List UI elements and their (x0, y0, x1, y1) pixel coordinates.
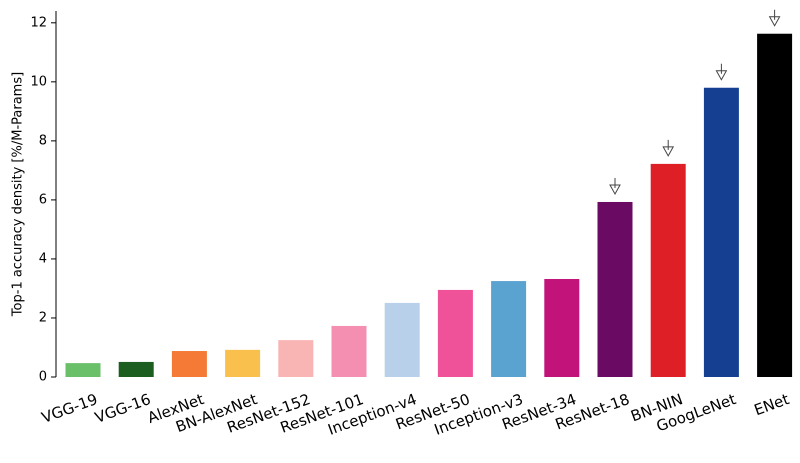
bar (118, 361, 154, 377)
bar (384, 302, 420, 377)
x-tick-label: VGG-19 (39, 390, 100, 427)
bar (491, 281, 527, 377)
arrow-marker (715, 63, 728, 81)
bar (703, 87, 739, 377)
x-tick-label: ENet (752, 390, 792, 419)
bar (437, 289, 473, 377)
arrow-marker (662, 139, 675, 157)
y-tick-label: 12 (30, 15, 47, 30)
y-tick-label: 10 (30, 74, 47, 89)
bar (171, 351, 207, 377)
bar (65, 363, 101, 377)
bar (331, 325, 367, 377)
y-tick-label: 8 (39, 133, 47, 148)
y-tick-label: 6 (39, 192, 47, 207)
x-tick-label: VGG-16 (92, 390, 153, 427)
arrow-marker (768, 9, 781, 27)
bar (278, 340, 314, 377)
bar (225, 349, 261, 377)
bar (544, 279, 580, 377)
bar (597, 201, 633, 377)
y-axis-label: Top-1 accuracy density [%/M-Params] (11, 72, 26, 317)
bar (650, 163, 686, 377)
y-tick-label: 2 (39, 310, 47, 325)
arrow-marker (609, 177, 621, 195)
y-tick-label: 0 (39, 370, 47, 385)
y-tick-label: 4 (39, 251, 47, 266)
bar (757, 33, 793, 378)
